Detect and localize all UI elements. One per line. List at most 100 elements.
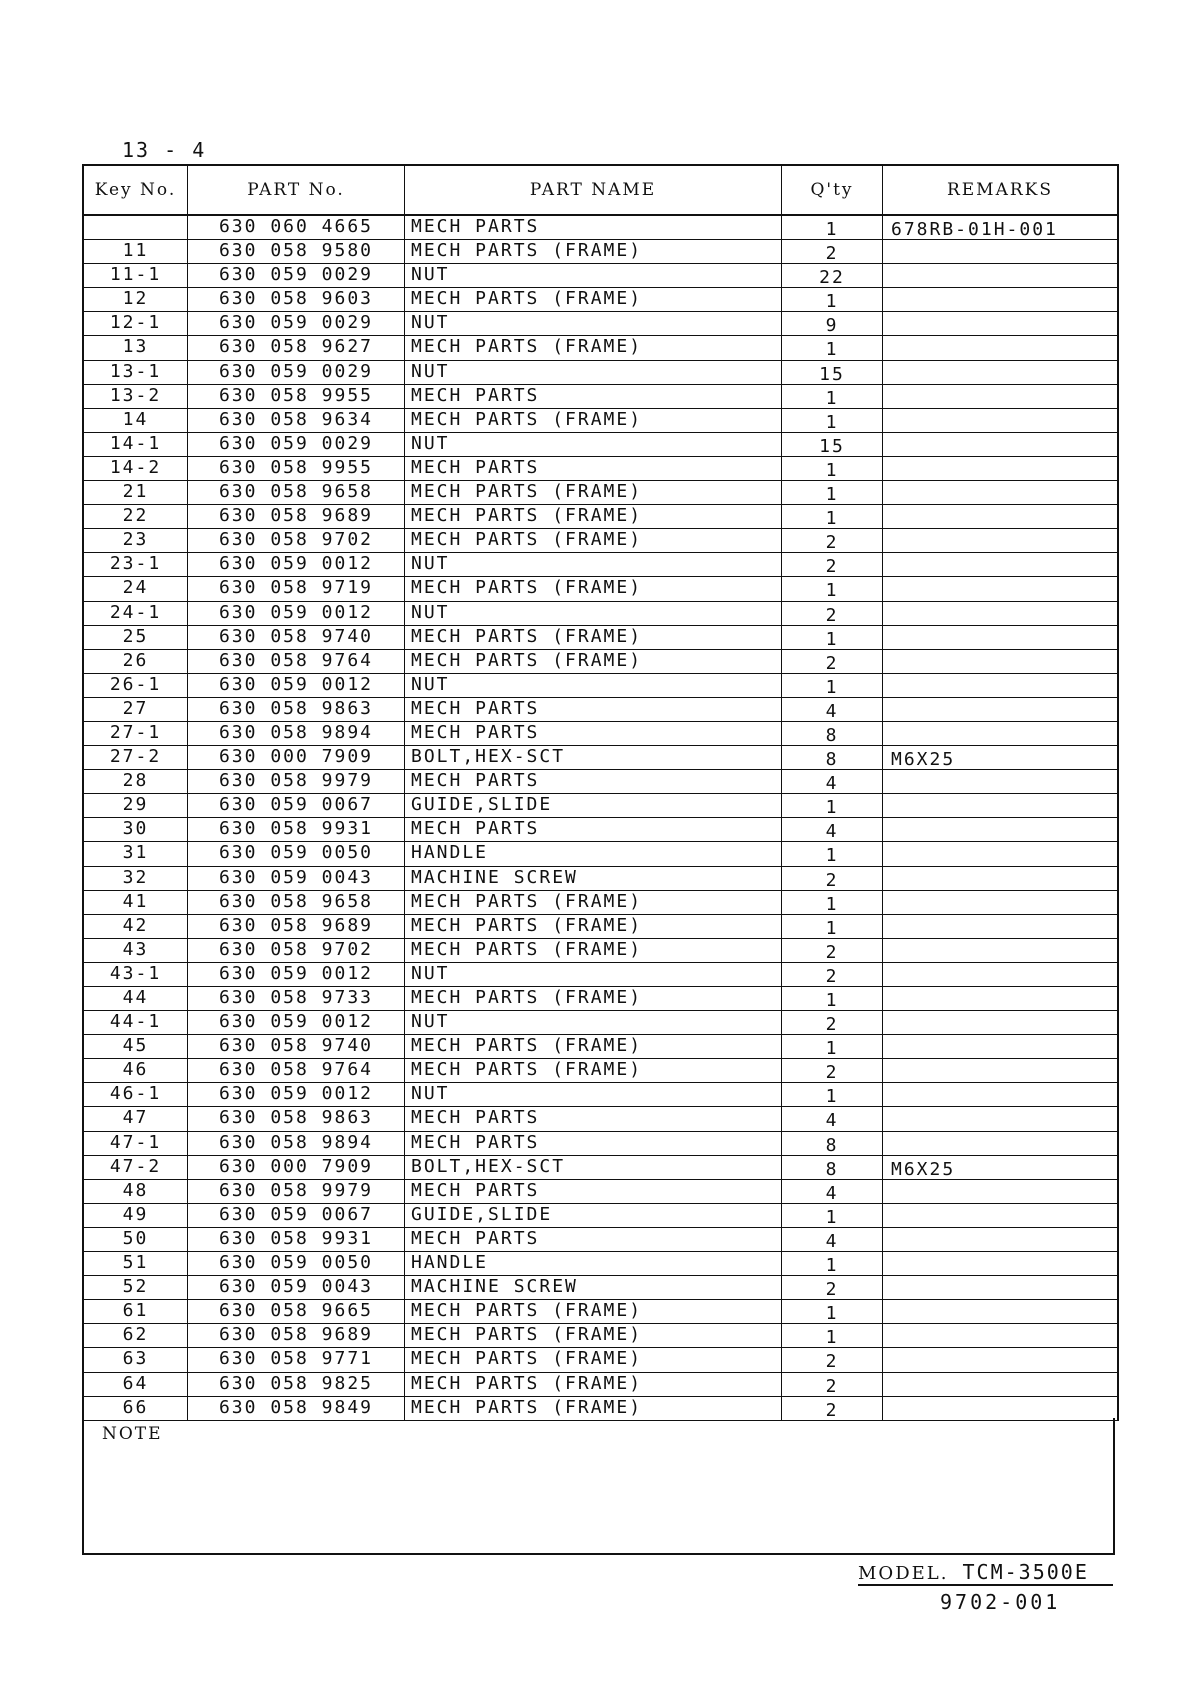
cell-part-no: 630 058 9764: [188, 1059, 405, 1083]
cell-part-name: MECH PARTS (FRAME): [405, 408, 782, 432]
table-row: 50 630 058 9931 MECH PARTS 4: [84, 1227, 1117, 1253]
table-row: 46 630 058 9764 MECH PARTS (FRAME) 2: [84, 1059, 1117, 1084]
cell-key-no: 27: [84, 697, 188, 721]
cell-part-name: MACHINE SCREW: [405, 866, 782, 890]
table-row: 44 630 058 9733 MECH PARTS (FRAME) 1: [84, 987, 1117, 1012]
cell-qty: 8: [782, 1155, 883, 1180]
cell-remarks: [883, 433, 1117, 456]
cell-remarks: [883, 529, 1117, 552]
parts-table: Key No. PART No. PART NAME Q'ty REMARKS …: [82, 164, 1119, 1421]
header-qty: Q'ty: [782, 166, 883, 214]
cell-key-no: 50: [84, 1227, 188, 1252]
cell-remarks: [883, 987, 1117, 1010]
cell-remarks: [883, 698, 1117, 721]
cell-qty: 1: [782, 890, 883, 915]
cell-key-no: 62: [84, 1324, 188, 1348]
table-row: 13 630 058 9627 MECH PARTS (FRAME) 1: [84, 336, 1117, 361]
page-number: 13 - 4: [122, 138, 207, 162]
cell-part-name: MECH PARTS (FRAME): [405, 1372, 782, 1396]
table-row: 31 630 059 0050 HANDLE 1: [84, 842, 1117, 867]
cell-part-no: 630 059 0012: [188, 962, 405, 986]
cell-remarks: [883, 1300, 1117, 1323]
cell-qty: 8: [782, 721, 883, 746]
cell-part-no: 630 058 9849: [188, 1396, 405, 1420]
cell-key-no: 51: [84, 1252, 188, 1276]
cell-part-no: 630 058 9627: [188, 336, 405, 360]
cell-part-name: MECH PARTS: [405, 697, 782, 721]
cell-remarks: [883, 650, 1117, 673]
cell-remarks: [883, 626, 1117, 649]
cell-remarks: [883, 1132, 1117, 1155]
note-label: NOTE: [102, 1424, 163, 1444]
cell-part-no: 630 059 0043: [188, 1276, 405, 1300]
cell-key-no: 21: [84, 481, 188, 505]
cell-part-name: MECH PARTS: [405, 1179, 782, 1203]
cell-remarks: [883, 722, 1117, 745]
cell-part-no: 630 058 9863: [188, 1107, 405, 1131]
cell-key-no: 61: [84, 1300, 188, 1324]
cell-qty: 1: [782, 336, 883, 360]
cell-part-no: 630 058 9689: [188, 914, 405, 938]
cell-remarks: [883, 481, 1117, 504]
cell-part-name: MECH PARTS (FRAME): [405, 481, 782, 505]
cell-qty: 2: [782, 1059, 883, 1083]
table-row: 32 630 059 0043 MACHINE SCREW 2: [84, 866, 1117, 891]
cell-key-no: 23-1: [84, 553, 188, 577]
cell-key-no: 26: [84, 649, 188, 673]
cell-remarks: [883, 312, 1117, 335]
cell-key-no: 44-1: [84, 1011, 188, 1035]
cell-key-no: 44: [84, 987, 188, 1011]
cell-part-name: MECH PARTS (FRAME): [405, 1059, 782, 1083]
cell-part-no: 630 058 9719: [188, 577, 405, 601]
cell-key-no: 14: [84, 408, 188, 432]
cell-remarks: [883, 602, 1117, 625]
table-row: 11 630 058 9580 MECH PARTS (FRAME) 2: [84, 240, 1117, 265]
cell-qty: 1: [782, 794, 883, 818]
cell-remarks: [883, 240, 1117, 263]
table-row: 13-1 630 059 0029 NUT 15: [84, 360, 1117, 385]
cell-part-name: MECH PARTS (FRAME): [405, 625, 782, 649]
cell-part-no: 630 058 9979: [188, 1179, 405, 1203]
cell-remarks: M6X25: [891, 1158, 956, 1180]
cell-part-no: 630 059 0012: [188, 601, 405, 625]
table-row: 48 630 058 9979 MECH PARTS 4: [84, 1179, 1117, 1204]
table-row: 43 630 058 9702 MECH PARTS (FRAME) 2: [84, 938, 1117, 963]
header-key-no: Key No.: [84, 166, 188, 214]
cell-key-no: 47-1: [84, 1131, 188, 1155]
cell-qty: 2: [782, 1396, 883, 1421]
cell-part-no: 630 059 0029: [188, 360, 405, 384]
cell-part-no: 630 058 9740: [188, 1035, 405, 1059]
cell-qty: 15: [782, 360, 883, 385]
table-row: 23-1 630 059 0012 NUT 2: [84, 553, 1117, 578]
cell-key-no: 13-1: [84, 360, 188, 384]
cell-part-no: 630 058 9658: [188, 481, 405, 505]
cell-key-no: 22: [84, 505, 188, 529]
cell-part-name: MECH PARTS (FRAME): [405, 1035, 782, 1059]
cell-part-name: MECH PARTS (FRAME): [405, 938, 782, 962]
cell-qty: 2: [782, 553, 883, 577]
cell-qty: 2: [782, 1011, 883, 1035]
cell-qty: 8: [782, 1131, 883, 1156]
cell-part-name: MECH PARTS (FRAME): [405, 890, 782, 914]
cell-part-no: 630 059 0029: [188, 312, 405, 336]
cell-qty: 2: [782, 1372, 883, 1397]
table-row: 25 630 058 9740 MECH PARTS (FRAME) 1: [84, 625, 1117, 650]
cell-part-name: MECH PARTS: [405, 456, 782, 481]
cell-part-no: 630 058 9603: [188, 288, 405, 312]
cell-part-no: 630 059 0012: [188, 553, 405, 577]
table-row: 24-1 630 059 0012 NUT 2: [84, 601, 1117, 626]
cell-key-no: 27-2: [84, 746, 188, 770]
cell-remarks: [883, 1397, 1117, 1420]
table-row: 46-1 630 059 0012 NUT 1: [84, 1083, 1117, 1108]
cell-qty: 4: [782, 1107, 883, 1131]
cell-part-no: 630 058 9894: [188, 1131, 405, 1155]
cell-qty: 1: [782, 1083, 883, 1107]
cell-part-no: 630 058 9665: [188, 1300, 405, 1324]
cell-part-no: 630 059 0043: [188, 866, 405, 890]
cell-qty: 1: [782, 577, 883, 601]
cell-part-no: 630 058 9979: [188, 770, 405, 794]
cell-part-name: NUT: [405, 962, 782, 986]
cell-key-no: 11-1: [84, 264, 188, 288]
cell-remarks: [883, 577, 1117, 600]
cell-remarks: [883, 770, 1117, 793]
